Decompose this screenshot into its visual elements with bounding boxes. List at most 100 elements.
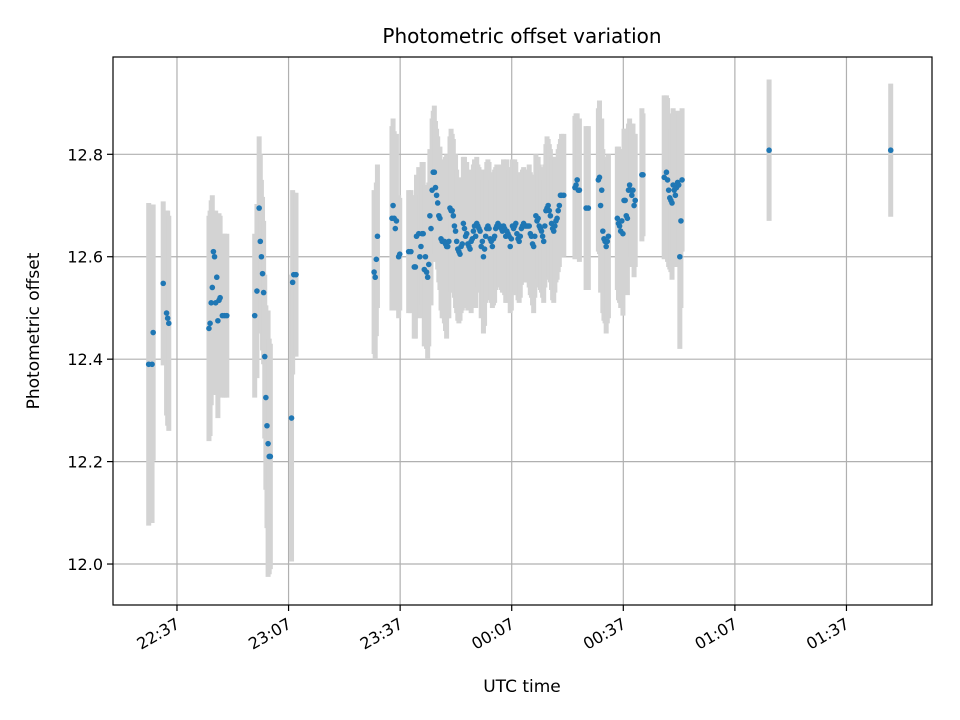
data-point bbox=[546, 207, 553, 214]
data-point bbox=[392, 225, 399, 232]
data-point bbox=[616, 223, 623, 229]
chart-title: Photometric offset variation bbox=[382, 24, 661, 48]
data-point bbox=[507, 243, 514, 250]
data-point bbox=[598, 187, 605, 193]
data-point bbox=[164, 315, 171, 321]
data-point bbox=[491, 233, 498, 240]
y-tick-label: 12.8 bbox=[67, 145, 103, 164]
data-point bbox=[207, 320, 213, 327]
data-point bbox=[163, 310, 170, 316]
data-point bbox=[535, 215, 541, 222]
grid bbox=[113, 57, 932, 605]
data-point bbox=[530, 243, 537, 250]
data-point bbox=[508, 236, 515, 242]
data-point bbox=[213, 274, 220, 281]
data-point bbox=[373, 256, 380, 263]
data-point bbox=[552, 223, 558, 229]
data-point bbox=[423, 269, 430, 275]
data-point bbox=[477, 228, 483, 234]
data-point bbox=[629, 192, 635, 199]
data-point bbox=[679, 177, 685, 183]
data-point bbox=[596, 174, 603, 181]
data-point bbox=[428, 225, 434, 232]
data-point bbox=[482, 233, 489, 240]
data-point bbox=[542, 223, 548, 229]
y-tick-label: 12.2 bbox=[67, 453, 103, 472]
data-point bbox=[640, 171, 646, 178]
data-point bbox=[479, 238, 486, 245]
data-point bbox=[451, 223, 458, 229]
data-point bbox=[664, 177, 671, 183]
data-point bbox=[630, 187, 636, 193]
data-point bbox=[257, 238, 264, 245]
data-point bbox=[669, 200, 675, 206]
data-point bbox=[620, 230, 626, 237]
data-point bbox=[556, 202, 563, 209]
data-point bbox=[480, 253, 487, 260]
data-point bbox=[160, 280, 167, 287]
data-point bbox=[149, 361, 155, 368]
data-point bbox=[417, 253, 423, 260]
data-point bbox=[418, 243, 424, 250]
data-point bbox=[677, 253, 683, 260]
data-point bbox=[539, 233, 546, 240]
data-point bbox=[470, 228, 477, 234]
data-point bbox=[432, 184, 439, 191]
data-point bbox=[513, 220, 519, 227]
data-point bbox=[450, 212, 457, 219]
data-point bbox=[605, 233, 612, 240]
data-point bbox=[263, 394, 269, 401]
data-point bbox=[547, 212, 554, 219]
data-point bbox=[663, 169, 670, 176]
data-point bbox=[217, 294, 223, 301]
data-point bbox=[459, 241, 466, 247]
data-point bbox=[422, 253, 429, 260]
data-point bbox=[545, 202, 551, 209]
data-point bbox=[390, 202, 396, 209]
data-point bbox=[261, 353, 268, 360]
data-point bbox=[538, 228, 545, 234]
data-point bbox=[486, 225, 492, 232]
data-point bbox=[444, 243, 451, 250]
data-point bbox=[665, 187, 672, 193]
data-point bbox=[678, 218, 684, 224]
data-point bbox=[597, 202, 604, 209]
data-point bbox=[258, 253, 265, 260]
data-point bbox=[481, 246, 488, 252]
data-point bbox=[540, 238, 547, 245]
data-point bbox=[461, 225, 468, 232]
y-tick-label: 12.0 bbox=[67, 555, 103, 574]
data-point bbox=[264, 422, 270, 429]
data-point bbox=[560, 192, 567, 199]
data-point bbox=[224, 312, 230, 319]
data-point bbox=[550, 228, 557, 234]
data-point bbox=[372, 274, 379, 281]
data-point bbox=[526, 223, 532, 229]
data-point bbox=[517, 233, 524, 240]
data-point bbox=[424, 274, 431, 281]
data-point bbox=[437, 215, 443, 222]
data-point bbox=[619, 218, 625, 224]
plot-frame bbox=[112, 56, 933, 606]
data-point bbox=[396, 251, 403, 257]
data-point bbox=[256, 205, 262, 211]
data-point bbox=[604, 238, 611, 245]
data-point bbox=[211, 253, 218, 260]
data-point bbox=[209, 284, 216, 291]
data-point bbox=[251, 312, 258, 319]
data-point bbox=[453, 238, 460, 245]
data-points bbox=[145, 147, 894, 460]
y-tick-label: 12.6 bbox=[67, 248, 103, 267]
data-point bbox=[393, 218, 400, 224]
data-point bbox=[463, 230, 470, 237]
x-axis-label: UTC time bbox=[483, 677, 561, 697]
data-point bbox=[259, 270, 266, 277]
data-point bbox=[675, 182, 682, 188]
data-point bbox=[632, 197, 638, 204]
data-point bbox=[614, 215, 621, 222]
y-tick-label: 12.4 bbox=[67, 350, 103, 369]
data-point bbox=[289, 279, 296, 286]
data-point bbox=[622, 197, 628, 204]
data-point bbox=[766, 147, 772, 154]
